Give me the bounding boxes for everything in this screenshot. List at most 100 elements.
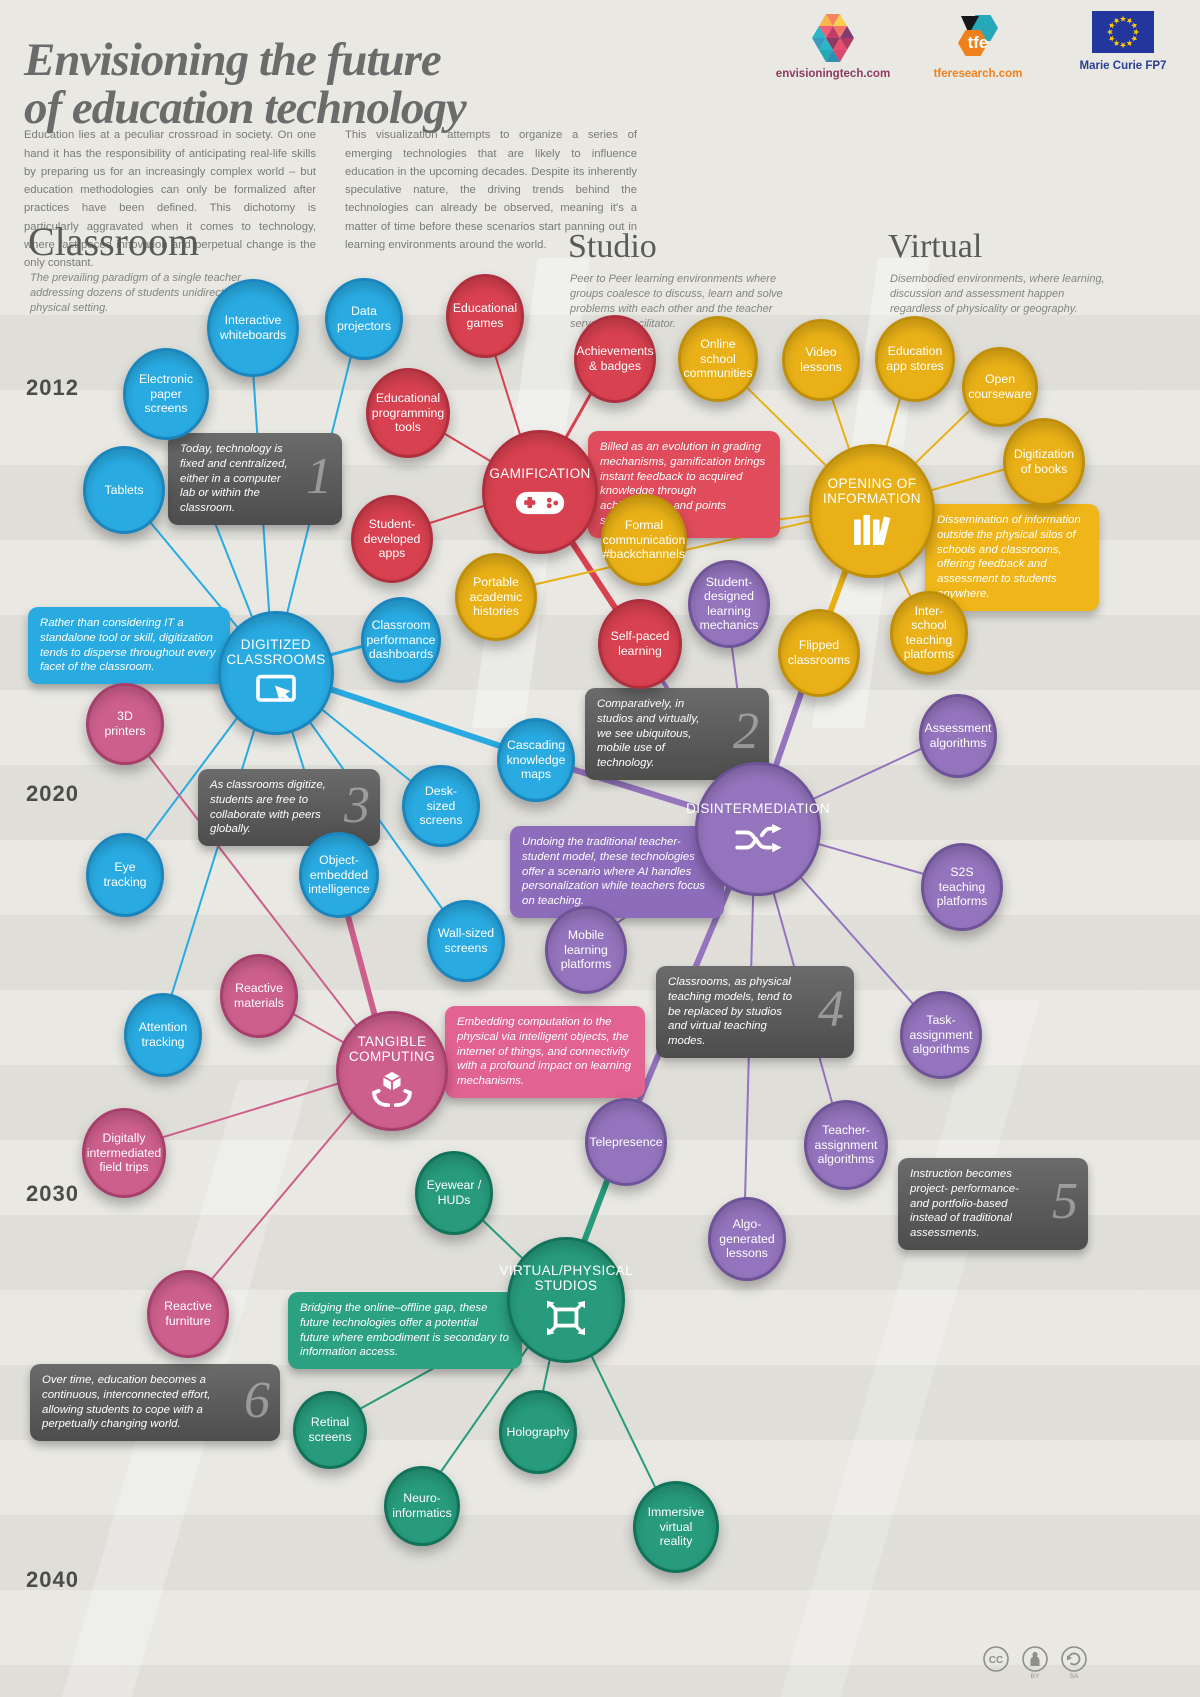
node-label: Education app stores (886, 344, 944, 373)
node-tp: Telepresence (584, 1097, 668, 1187)
tfe-caption: tferesearch.com (933, 68, 1023, 80)
year-2020: 2020 (26, 781, 79, 806)
column-classroom: Classroom The prevailing paradigm of a s… (28, 218, 308, 316)
node-label: DIGITIZED CLASSROOMS (226, 636, 326, 667)
node-ept: Educational programming tools (365, 367, 451, 459)
callout-milestone-5: Instruction becomes project- performance… (898, 1158, 1088, 1251)
node-label: Eye tracking (103, 860, 147, 889)
gamepad-icon (515, 491, 565, 514)
node-label: Online school communities (683, 337, 753, 381)
callout-milestone-4: Classrooms, as physical teaching models,… (656, 966, 854, 1059)
node-label: Digitally intermediated field trips (86, 1131, 162, 1175)
node-label: OPENING OF INFORMATION (823, 475, 921, 506)
node-pah: Portable academic histories (454, 552, 538, 642)
node-label: Flipped classrooms (787, 638, 851, 667)
cc-by-icon: BY (1021, 1645, 1049, 1680)
edge-3dp-tc (121, 720, 390, 1069)
logo-strip: envisioningtech.com tfe tferesearch.com (768, 10, 1188, 110)
column-virtual-title: Virtual (888, 228, 983, 265)
eu-flag-logo: Marie Curie FP7 (1058, 10, 1188, 110)
node-tas: Task-assignment algorithms (899, 990, 983, 1080)
node-label: Task-assignment algorithms (909, 1013, 973, 1057)
envisioningtech-caption: envisioningtech.com (775, 68, 891, 80)
node-at: Attention tracking (123, 992, 203, 1078)
cc-sa-icon: SA (1060, 1645, 1088, 1680)
node-label: Algo-generated lessons (719, 1217, 775, 1261)
node-label: Reactive furniture (164, 1299, 212, 1328)
shuffle-icon (733, 817, 783, 857)
callout-text: Instruction becomes project- performance… (910, 1168, 1019, 1240)
node-rs: Retinal screens (293, 1390, 367, 1470)
node-label: Educational programming tools (371, 391, 445, 435)
node-label: Reactive materials (234, 981, 284, 1010)
tfe-hex-icon: tfe (958, 15, 998, 56)
node-oei: Object-embedded intelligence (298, 831, 380, 919)
callout-text: Comparatively, in studios and virtually,… (597, 698, 700, 770)
node-aa: Assessment algorithms (918, 693, 998, 779)
node-label: Open courseware (968, 372, 1032, 401)
node-holo: Holography (498, 1389, 578, 1475)
callout-yellow: Dissemination of information outside the… (925, 504, 1099, 611)
by-label: BY (1030, 1673, 1040, 1680)
node-label: Attention tracking (138, 1020, 188, 1049)
tablet-touch-icon (256, 674, 296, 702)
callout-text: Undoing the traditional teacher-student … (522, 836, 705, 908)
callout-blue: Rather than considering IT a standalone … (28, 607, 230, 685)
column-classroom-desc: The prevailing paradigm of a single teac… (30, 272, 276, 314)
node-ab: Achievements & badges (573, 314, 657, 404)
license-badges: CC BY SA (982, 1645, 1088, 1680)
intro-paragraph-left: Education lies at a peculiar crossroad i… (24, 129, 316, 270)
page-title: Envisioning the future of education tech… (24, 37, 467, 133)
column-studio: Studio Peer to Peer learning environment… (568, 228, 813, 331)
callout-number: 6 (244, 1371, 270, 1429)
callout-number: 3 (344, 776, 370, 834)
callout-green: Bridging the online–offline gap, these f… (288, 1292, 522, 1370)
node-ist: Inter-school teaching platforms (889, 590, 969, 676)
hands-cube-icon (369, 1064, 415, 1108)
callout-milestone-1: Today, technology is fixed and centraliz… (168, 433, 342, 526)
node-iw: Interactive whiteboards (206, 278, 300, 378)
node-tab: Tablets (82, 445, 166, 535)
node-label: Cascading knowledge maps (506, 738, 566, 782)
svg-text:CC: CC (989, 1655, 1003, 1666)
node-ivr: Immersive virtual reality (632, 1480, 720, 1574)
node-label: Data projectors (336, 304, 391, 333)
node-rm: Reactive materials (219, 953, 299, 1039)
node-dss: Desk-sized screens (402, 764, 480, 848)
hub-ooi: OPENING OF INFORMATION (809, 444, 935, 578)
node-label: Electronic paper screens (138, 372, 193, 416)
intro-paragraph-right: This visualization attempts to organize … (345, 129, 637, 252)
hub-dis: DISINTERMEDIATION (686, 762, 829, 896)
node-ni: Neuro-informatics (384, 1465, 460, 1547)
callout-text: Over time, education becomes a continuou… (42, 1374, 211, 1431)
tfe-logo: tfe tferesearch.com (913, 10, 1043, 110)
hub-tc: TANGIBLE COMPUTING (336, 1011, 448, 1131)
callout-text: Rather than considering IT a standalone … (40, 617, 216, 674)
node-label: Educational games (452, 301, 518, 330)
hands-cube-icon (372, 1071, 412, 1108)
node-label: Immersive virtual reality (647, 1505, 705, 1549)
node-ckm: Cascading knowledge maps (496, 717, 576, 803)
callout-text: Today, technology is fixed and centraliz… (180, 443, 288, 515)
callout-number: 4 (818, 980, 844, 1038)
node-eh: Eyewear / HUDs (414, 1150, 494, 1236)
expand-icon (543, 1293, 589, 1337)
node-label: Student-designed learning mechanics (699, 574, 759, 633)
node-mlp: Mobile learning platforms (544, 905, 628, 995)
node-fcb: Formal communication #backchannels (600, 493, 688, 587)
node-label: Assessment algorithms (924, 721, 992, 750)
year-2030: 2030 (26, 1181, 79, 1206)
node-oc: Open courseware (962, 346, 1038, 428)
node-dob: Digitization of books (1002, 417, 1086, 507)
node-label: GAMIFICATION (489, 466, 591, 482)
node-label: Mobile learning platforms (560, 928, 612, 972)
node-label: S2S teaching platforms (936, 865, 988, 909)
node-label: Tablets (104, 482, 144, 497)
node-osc: Online school communities (677, 315, 759, 403)
node-label: Digitization of books (1013, 447, 1075, 476)
gamepad-icon (514, 482, 566, 518)
hub-dc: DIGITIZED CLASSROOMS (218, 611, 334, 735)
callout-number: 5 (1052, 1172, 1078, 1230)
column-virtual-desc: Disembodied environments, where learning… (890, 273, 1105, 315)
column-classroom-title: Classroom (28, 219, 200, 264)
